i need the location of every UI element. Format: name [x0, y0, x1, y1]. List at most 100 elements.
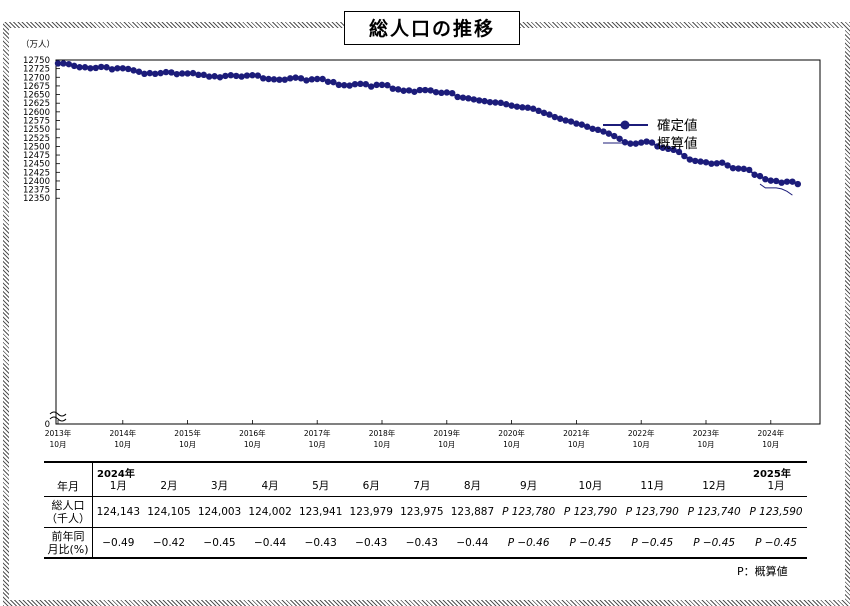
data-point: [179, 70, 186, 77]
data-point: [260, 75, 267, 82]
legend-confirmed-label: 確定値: [657, 118, 698, 134]
population-cell: 124,002: [244, 496, 296, 528]
data-point: [206, 73, 213, 80]
data-point: [103, 64, 110, 71]
data-point: [519, 104, 526, 111]
data-point: [249, 72, 256, 79]
data-point: [492, 99, 499, 106]
series-estimate: [759, 183, 793, 196]
data-point: [362, 80, 369, 88]
row-label-yoy-line1: 前年同: [51, 529, 85, 543]
yoy-cell: P −0.46: [497, 527, 560, 558]
data-point: [373, 81, 380, 89]
footnote: P：概算値: [737, 565, 788, 578]
population-cell: 123,975: [396, 496, 448, 528]
data-point: [152, 70, 159, 78]
table-header-row: 年月 1月 2月 3月 4月 5月 6月 7月 8月 9月 10月 11月 12月 1月: [44, 462, 807, 497]
data-point: [508, 102, 515, 109]
data-point: [578, 121, 585, 128]
data-point: [454, 93, 461, 101]
data-point: [675, 148, 683, 156]
data-point: [314, 75, 321, 83]
data-point: [573, 120, 580, 127]
data-point: [405, 87, 413, 94]
y-tick-label: 12475: [23, 151, 50, 161]
data-point: [114, 65, 121, 72]
y-tick-label: 12450: [23, 160, 50, 170]
data-point: [287, 75, 294, 82]
population-cell: P 123,790: [621, 496, 684, 528]
table-month-header: 8月: [463, 480, 481, 492]
y-tick-label: 12525: [23, 134, 50, 144]
y-tick-label: 12675: [23, 82, 50, 92]
data-point: [303, 77, 310, 84]
y-axis-label: （万人）: [21, 39, 55, 50]
data-point: [762, 176, 769, 183]
data-point: [692, 157, 699, 165]
x-tick-year: 2022年: [628, 428, 655, 438]
data-point: [54, 60, 62, 67]
data-point: [173, 70, 180, 78]
data-point: [341, 82, 348, 89]
data-point: [270, 76, 278, 83]
yoy-cell: P −0.45: [559, 527, 622, 558]
y-tick-label: 12600: [23, 108, 50, 118]
data-point: [157, 69, 164, 77]
data-point: [265, 75, 272, 83]
x-tick-month: 10月: [633, 440, 650, 449]
data-point: [324, 78, 332, 85]
data-point: [146, 69, 153, 77]
data-point: [546, 111, 553, 118]
x-tick-year: 2024年: [758, 428, 785, 438]
table-corner-label: 年月: [44, 462, 93, 497]
x-tick-month: 10月: [373, 440, 390, 449]
y-axis-ticks: 1275012725127001267512650126251260012575…: [23, 56, 60, 430]
data-point: [319, 75, 326, 83]
yoy-cell: P −0.45: [745, 527, 807, 558]
data-point: [292, 74, 299, 81]
data-point: [783, 178, 791, 185]
yoy-cell: −0.44: [447, 527, 498, 558]
data-point: [384, 82, 391, 89]
data-point: [605, 130, 612, 137]
data-point: [438, 89, 445, 97]
data-point: [368, 83, 375, 90]
row-label-population-line2: （千人）: [46, 512, 90, 525]
data-point: [168, 69, 175, 76]
data-point: [162, 68, 170, 76]
population-cell: P 123,740: [683, 496, 746, 528]
data-point: [470, 96, 477, 103]
data-point: [108, 66, 116, 73]
data-point: [65, 60, 73, 68]
row-label-yoy-line2: 月比(%): [47, 542, 89, 556]
data-point: [751, 171, 758, 178]
x-tick-year: 2021年: [563, 428, 590, 438]
table-month-header: 11月: [640, 480, 665, 492]
data-point: [195, 71, 202, 79]
data-point: [297, 75, 305, 82]
data-point: [621, 139, 629, 146]
population-cell: 123,979: [345, 496, 397, 528]
table-year-left: 2024年: [97, 469, 135, 480]
yoy-cell: −0.45: [194, 527, 245, 558]
data-point: [681, 152, 688, 160]
data-point: [616, 135, 623, 142]
data-point: [227, 72, 234, 79]
y-tick-label: 12550: [23, 125, 50, 135]
yoy-cell: −0.43: [295, 527, 346, 558]
data-point: [351, 80, 359, 88]
y-tick-label: 12700: [23, 73, 50, 83]
data-point: [708, 160, 715, 167]
row-label-yoy: 前年同 月比(%): [44, 527, 93, 558]
population-cell: 124,105: [143, 496, 195, 528]
x-tick-year: 2023年: [693, 428, 720, 438]
x-tick-year: 2017年: [304, 428, 331, 438]
data-point: [535, 107, 542, 115]
table-month-header: 12月: [702, 480, 727, 492]
data-point: [243, 72, 251, 79]
data-point: [670, 146, 677, 154]
x-tick-month: 10月: [179, 440, 196, 449]
table-month-header: 10月: [578, 480, 603, 492]
x-tick-year: 2020年: [498, 428, 525, 438]
